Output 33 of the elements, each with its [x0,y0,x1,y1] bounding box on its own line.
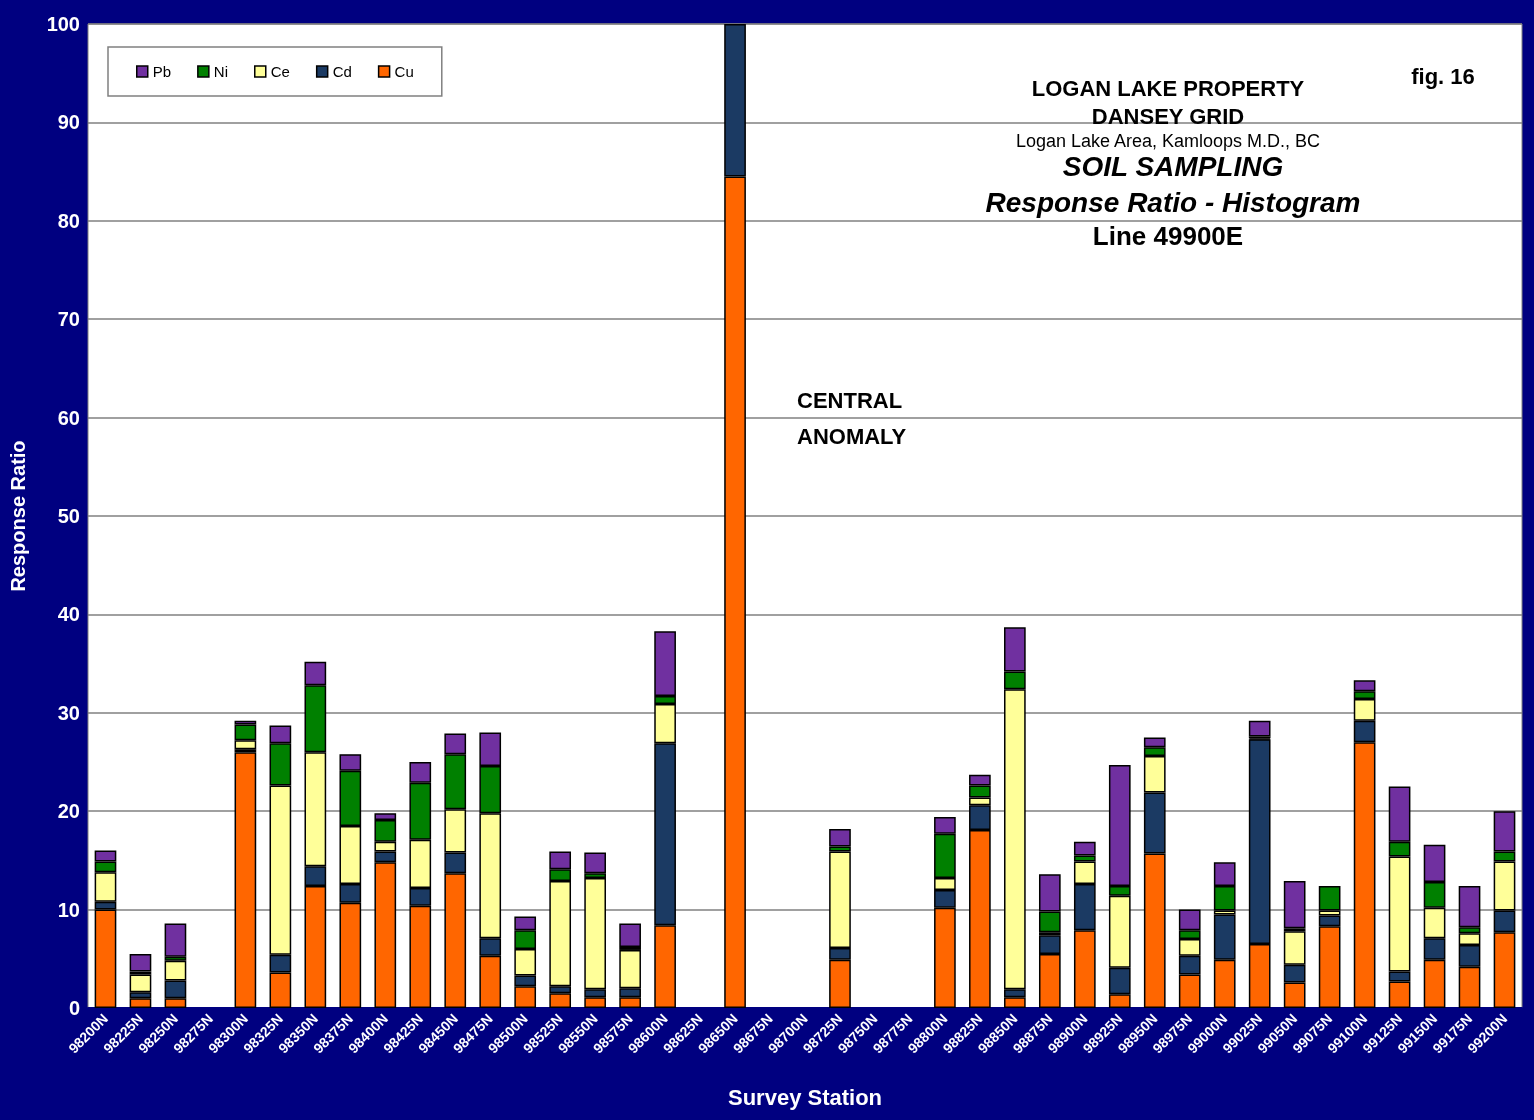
text: SOIL SAMPLING [1062,150,1284,182]
legend-label: Ni [213,63,229,80]
annotation: CENTRAL ANOMALY [797,387,908,449]
y-tick-label: 60 [57,406,80,429]
y-tick-label: 40 [57,603,80,626]
legend-label: Ce [270,63,290,80]
y-tick-label: 20 [57,800,80,823]
annotation: DANSEY GRID [1091,103,1245,129]
annotation: LOGAN LAKE PROPERTY [1031,75,1305,101]
text: Response Ratio - Histogram [985,186,1361,218]
annotation: fig. 16 [1411,63,1475,89]
x-axis-title: Survey Station [727,1084,883,1110]
annotation: Logan Lake Area, Kamloops M.D., BC [1015,131,1321,151]
y-tick-label: 10 [57,898,80,921]
bar [619,923,641,947]
y-tick-label: 100 [46,13,80,35]
legend-label: Cu [394,63,414,80]
y-tick-label: 30 [57,701,80,724]
y-tick-label: 50 [57,505,80,527]
bar [234,752,257,1008]
y-tick-label: 90 [57,111,80,134]
y-axis-title: Response Ratio [7,440,29,592]
annotation: Line 49900E [1092,221,1244,251]
legend-label: Cd [332,63,352,80]
legend-label: Pb [152,63,172,80]
y-tick-label: 70 [57,308,80,331]
y-tick-label: 80 [57,209,80,232]
bar [164,923,187,957]
bar [129,953,152,972]
bar [1248,720,1271,737]
bar [584,852,606,874]
bar [1283,881,1306,929]
y-tick-label: 0 [68,997,80,1019]
